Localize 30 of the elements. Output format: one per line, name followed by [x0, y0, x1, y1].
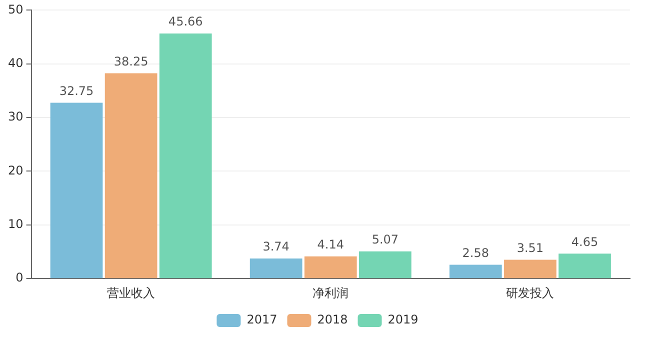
bar [50, 102, 103, 278]
bar [104, 73, 158, 278]
y-tick-label: 0 [16, 270, 24, 285]
x-tick-label: 研发投入 [506, 286, 554, 300]
data-label: 32.75 [59, 84, 94, 98]
y-tick-label: 10 [8, 217, 24, 232]
y-tick-label: 20 [8, 163, 24, 178]
legend-label: 2019 [388, 312, 418, 327]
legend-label: 2018 [317, 312, 348, 327]
bar [504, 260, 556, 278]
x-tick-label: 营业收入 [107, 286, 156, 300]
x-tick-label: 净利润 [312, 286, 349, 300]
bar [449, 264, 502, 278]
data-label: 2.58 [462, 246, 490, 260]
data-label: 45.66 [168, 14, 203, 29]
bar [558, 254, 611, 278]
data-label: 4.65 [571, 234, 598, 249]
data-label: 38.25 [114, 54, 148, 68]
data-label: 5.07 [372, 232, 399, 247]
data-label: 3.74 [262, 240, 290, 254]
legend-label: 2017 [246, 312, 278, 327]
data-label: 3.51 [516, 240, 544, 255]
y-tick-label: 50 [8, 2, 24, 16]
bar [304, 256, 357, 278]
bar [359, 251, 412, 278]
bar [250, 258, 302, 278]
bar [159, 33, 212, 278]
y-tick-label: 40 [8, 56, 24, 70]
y-tick-label: 30 [8, 110, 24, 124]
data-label: 4.14 [317, 238, 344, 252]
